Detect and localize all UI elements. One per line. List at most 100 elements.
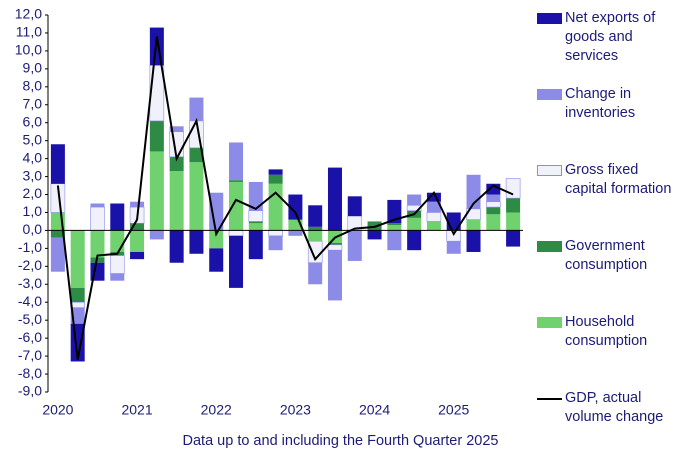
bar-segment bbox=[288, 194, 303, 220]
bar-segment bbox=[169, 126, 184, 132]
bar-segment bbox=[407, 194, 422, 206]
y-tick-label: -7,0 bbox=[18, 347, 42, 363]
y-tick-label: 10,0 bbox=[15, 42, 42, 58]
bar-segment bbox=[347, 196, 362, 217]
y-tick-label: -8,0 bbox=[18, 365, 42, 381]
bar-segment bbox=[189, 230, 204, 254]
x-tick-label: 2025 bbox=[438, 402, 469, 418]
bar-segment bbox=[387, 199, 402, 224]
bar-segment bbox=[70, 307, 85, 324]
y-tick-label: 9,0 bbox=[23, 60, 43, 76]
bar-segment bbox=[229, 181, 244, 231]
bar-segment bbox=[228, 230, 244, 237]
y-tick-label: 5,0 bbox=[23, 131, 43, 147]
bar-segment bbox=[189, 97, 204, 121]
bar-segment bbox=[446, 241, 461, 254]
bar-segment bbox=[486, 183, 501, 195]
y-tick-label: -9,0 bbox=[18, 383, 42, 399]
bar-segment bbox=[327, 167, 342, 231]
bar-segment bbox=[189, 147, 204, 163]
legend-label: GDP, actual volume change bbox=[565, 390, 664, 425]
legend-swatch bbox=[537, 398, 562, 400]
bar-segment bbox=[327, 244, 343, 251]
bar-segment bbox=[50, 144, 65, 184]
bar-segment bbox=[130, 251, 145, 260]
legend-label: Gross fixed capital formation bbox=[565, 162, 672, 197]
y-tick-label: -1,0 bbox=[18, 239, 42, 255]
y-tick-label: -5,0 bbox=[18, 311, 42, 327]
legend-entry: GDP, actual volume change bbox=[537, 389, 677, 427]
x-tick-label: 2021 bbox=[121, 402, 152, 418]
bar-segment bbox=[347, 230, 362, 261]
legend-swatch bbox=[537, 317, 562, 328]
bar-segment bbox=[149, 151, 164, 231]
bar-segment bbox=[506, 212, 521, 231]
bar-segment bbox=[110, 230, 125, 252]
y-tick-label: -3,0 bbox=[18, 275, 42, 291]
bar-segment bbox=[169, 171, 184, 231]
bar-segment bbox=[288, 230, 303, 236]
y-tick-label: -2,0 bbox=[18, 257, 42, 273]
legend-swatch bbox=[537, 89, 562, 100]
bar-segment bbox=[268, 174, 283, 184]
bar-segment bbox=[466, 230, 481, 252]
bar-segment bbox=[426, 221, 441, 231]
bar-segment bbox=[327, 250, 342, 301]
legend-entry: Gross fixed capital formation bbox=[537, 161, 677, 199]
bar-segment bbox=[407, 230, 422, 251]
bar-segment bbox=[109, 255, 125, 274]
bar-segment bbox=[407, 217, 422, 231]
y-tick-label: 6,0 bbox=[23, 113, 43, 129]
bar-segment bbox=[149, 120, 164, 152]
legend-label: Net exports of goods and services bbox=[565, 10, 656, 64]
bar-segment bbox=[189, 162, 204, 231]
legend-entry: Household consumption bbox=[537, 313, 677, 351]
bar-segment bbox=[248, 210, 264, 222]
bar-segment bbox=[248, 181, 263, 211]
bar-segment bbox=[209, 192, 224, 231]
bar-segment bbox=[486, 201, 501, 208]
y-tick-label: 7,0 bbox=[23, 95, 43, 111]
bar-segment bbox=[130, 230, 145, 252]
bar-segment bbox=[130, 223, 145, 231]
bar-segment bbox=[387, 223, 402, 226]
bar-segment bbox=[90, 203, 105, 208]
bar-segment bbox=[229, 235, 244, 288]
x-tick-label: 2023 bbox=[280, 402, 311, 418]
legend-swatch bbox=[537, 241, 562, 252]
y-tick-label: 1,0 bbox=[23, 203, 43, 219]
y-tick-label: 3,0 bbox=[23, 167, 43, 183]
bar-segment bbox=[387, 230, 402, 251]
bar-segment bbox=[426, 201, 441, 213]
x-tick-label: 2022 bbox=[201, 402, 232, 418]
bar-segment bbox=[90, 230, 105, 258]
gdp-line bbox=[56, 36, 514, 360]
bar-segment bbox=[110, 273, 125, 281]
x-tick-label: 2020 bbox=[42, 402, 73, 418]
bar-segment bbox=[70, 230, 85, 288]
caption: Data up to and including the Fourth Quar… bbox=[182, 433, 499, 449]
bar-segment bbox=[149, 27, 164, 66]
bar-segment bbox=[130, 201, 145, 208]
legend-entry: Change in inventories bbox=[537, 85, 677, 123]
bar-segment bbox=[50, 237, 65, 272]
y-tick-label: 12,0 bbox=[15, 6, 42, 22]
bar-segment bbox=[327, 242, 342, 245]
bar-segment bbox=[367, 230, 382, 240]
y-tick-label: 2,0 bbox=[23, 185, 43, 201]
y-tick-label: 11,0 bbox=[16, 24, 42, 40]
bar-segment bbox=[308, 262, 323, 285]
legend-swatch bbox=[537, 13, 562, 24]
y-tick-label: 4,0 bbox=[23, 149, 43, 165]
y-tick-label: -6,0 bbox=[18, 329, 42, 345]
bar-segment bbox=[248, 221, 263, 224]
bar-segment bbox=[248, 223, 263, 231]
bar-segment bbox=[426, 192, 441, 202]
bar-segment bbox=[110, 203, 125, 231]
bar-segment bbox=[90, 206, 105, 231]
bar-segment bbox=[308, 226, 323, 231]
bar-segment bbox=[288, 219, 303, 231]
bar-segment bbox=[268, 230, 283, 237]
